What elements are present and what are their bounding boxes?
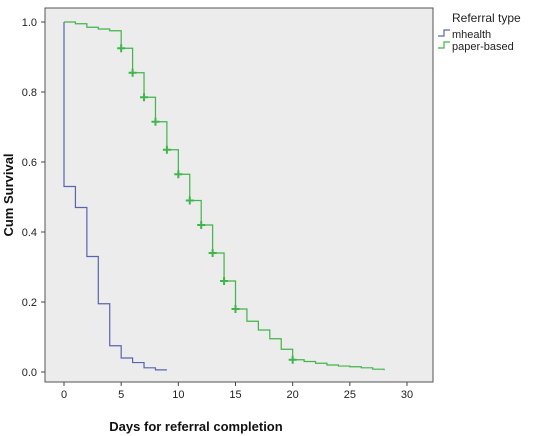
censor-mark	[220, 277, 229, 285]
censor-mark	[140, 93, 149, 102]
censor-mark	[162, 145, 171, 154]
series-layer	[63, 21, 385, 371]
censor-mark	[117, 44, 126, 53]
censor-mark	[174, 170, 183, 179]
x-axis: 0 5 10 15 20 25 30	[61, 382, 413, 401]
y-tick-label: 0.0	[22, 367, 37, 379]
y-tick-label: 1.0	[22, 17, 37, 29]
x-tick-label: 25	[344, 389, 356, 401]
legend-title: Referral type	[452, 11, 521, 25]
y-tick-label: 0.4	[22, 227, 37, 239]
legend-label: paper-based	[452, 41, 514, 53]
x-tick-label: 30	[401, 389, 413, 401]
censor-mark	[288, 355, 297, 364]
x-tick-label: 5	[118, 389, 124, 401]
y-tick-label: 0.2	[22, 297, 37, 309]
x-tick-label: 10	[172, 389, 184, 401]
x-axis-label: Days for referral completion	[109, 419, 282, 434]
plot-area	[44, 7, 434, 383]
y-tick-label: 0.8	[22, 87, 37, 99]
censor-mark	[197, 221, 206, 229]
x-tick-label: 20	[287, 389, 299, 401]
censor-mark	[185, 196, 194, 205]
series-line-mhealth	[63, 22, 167, 371]
x-tick-label: 0	[61, 389, 67, 401]
y-axis-label: Cum Survival	[1, 153, 16, 236]
legend-swatch	[438, 29, 450, 37]
legend-label: mhealth	[452, 29, 491, 41]
censor-mark	[231, 305, 240, 313]
censor-mark	[208, 249, 217, 257]
legend-swatch	[438, 41, 450, 49]
censor-mark	[151, 117, 160, 126]
y-tick-label: 0.6	[22, 157, 37, 169]
censor-mark	[128, 68, 137, 77]
x-tick-label: 15	[229, 389, 241, 401]
y-axis: 0.0 0.2 0.4 0.6 0.8 1.0	[22, 17, 45, 379]
